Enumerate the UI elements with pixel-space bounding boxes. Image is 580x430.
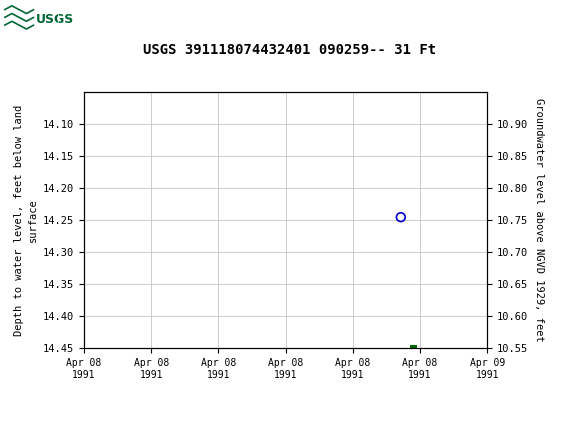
Point — [409, 345, 418, 352]
Y-axis label: Groundwater level above NGVD 1929, feet: Groundwater level above NGVD 1929, feet — [534, 98, 543, 342]
Text: USGS: USGS — [36, 13, 74, 26]
Y-axis label: Depth to water level, feet below land
surface: Depth to water level, feet below land su… — [14, 105, 38, 336]
Text: USGS 391118074432401 090259-- 31 Ft: USGS 391118074432401 090259-- 31 Ft — [143, 43, 437, 57]
FancyBboxPatch shape — [3, 3, 58, 36]
Point — [396, 214, 405, 221]
